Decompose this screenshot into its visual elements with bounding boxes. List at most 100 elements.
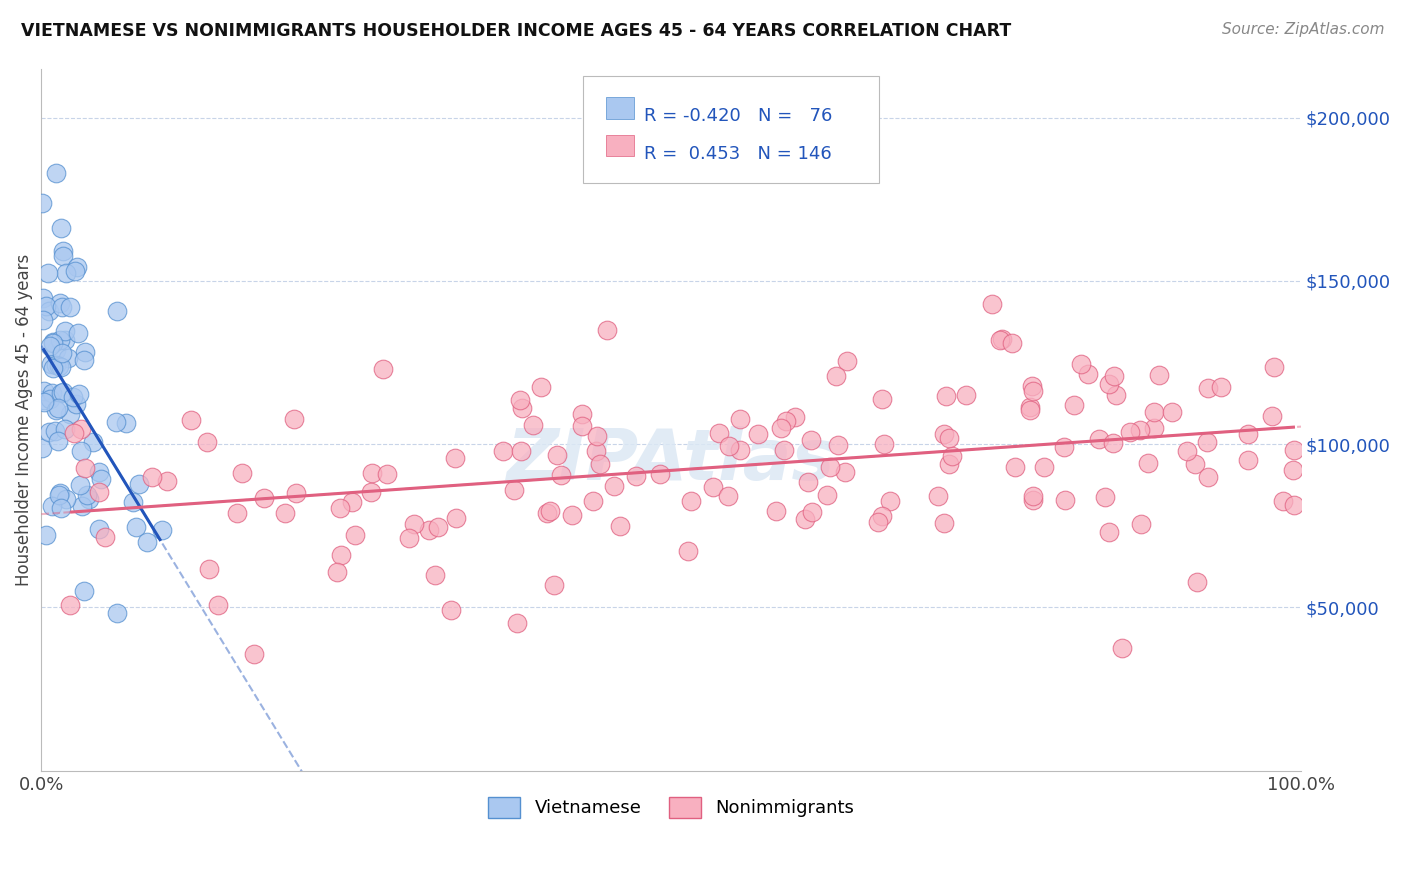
- Point: [866, 515, 889, 529]
- Point: [38, 339, 60, 353]
- Point: [427, 520, 450, 534]
- Point: [41, 385, 63, 400]
- Point: [197, 562, 219, 576]
- Point: [585, 443, 607, 458]
- Point: [815, 488, 838, 502]
- Point: [818, 459, 841, 474]
- Point: [546, 448, 568, 462]
- Point: [35, 300, 58, 314]
- Point: [1211, 380, 1233, 394]
- Point: [326, 565, 349, 579]
- Point: [1019, 403, 1042, 417]
- Point: [1136, 457, 1159, 471]
- Point: [42, 334, 65, 349]
- Point: [31, 196, 53, 211]
- Point: [1237, 453, 1260, 467]
- Point: [70, 499, 93, 513]
- Point: [125, 519, 148, 533]
- Point: [45, 166, 67, 180]
- Point: [1161, 405, 1184, 419]
- Point: [82, 434, 104, 449]
- Point: [793, 511, 815, 525]
- Point: [561, 508, 583, 523]
- Point: [702, 480, 724, 494]
- Point: [1282, 443, 1305, 458]
- Point: [747, 427, 769, 442]
- Point: [935, 389, 957, 403]
- Point: [870, 509, 893, 524]
- Point: [150, 523, 173, 537]
- Point: [105, 303, 128, 318]
- Point: [1271, 494, 1294, 508]
- Point: [543, 578, 565, 592]
- Point: [835, 354, 858, 368]
- Point: [834, 465, 856, 479]
- Point: [800, 434, 823, 448]
- Point: [44, 424, 66, 438]
- Point: [329, 500, 352, 515]
- Point: [1054, 493, 1077, 508]
- Point: [872, 392, 894, 406]
- Point: [934, 426, 956, 441]
- Point: [243, 648, 266, 662]
- Point: [62, 391, 84, 405]
- Point: [444, 510, 467, 524]
- Point: [775, 414, 797, 428]
- Point: [801, 505, 824, 519]
- Point: [49, 295, 72, 310]
- Point: [938, 457, 960, 471]
- Point: [1142, 420, 1164, 434]
- Point: [1197, 470, 1219, 484]
- Point: [73, 583, 96, 598]
- Point: [66, 260, 89, 274]
- Point: [648, 467, 671, 482]
- Point: [373, 362, 395, 376]
- Point: [797, 475, 820, 490]
- Point: [1197, 435, 1219, 450]
- Point: [1105, 388, 1128, 402]
- Point: [55, 491, 77, 506]
- Point: [1129, 516, 1152, 531]
- Point: [114, 416, 136, 430]
- Point: [444, 451, 467, 466]
- Point: [70, 444, 93, 458]
- Point: [602, 479, 624, 493]
- Point: [679, 493, 702, 508]
- Point: [87, 466, 110, 480]
- Point: [73, 344, 96, 359]
- Point: [51, 300, 73, 314]
- Point: [873, 437, 896, 451]
- Point: [827, 437, 849, 451]
- Point: [48, 488, 70, 502]
- Point: [62, 425, 84, 440]
- Point: [404, 516, 426, 531]
- Point: [361, 467, 384, 481]
- Point: [340, 495, 363, 509]
- Point: [38, 425, 60, 440]
- Point: [52, 249, 75, 263]
- Text: Source: ZipAtlas.com: Source: ZipAtlas.com: [1222, 22, 1385, 37]
- Point: [1018, 400, 1040, 414]
- Point: [42, 335, 65, 350]
- Point: [503, 483, 526, 498]
- Point: [586, 428, 609, 442]
- Point: [48, 485, 70, 500]
- Point: [990, 334, 1012, 348]
- Point: [538, 504, 561, 518]
- Point: [283, 411, 305, 425]
- Point: [955, 388, 977, 402]
- Point: [45, 403, 67, 417]
- Point: [824, 369, 846, 384]
- Text: R = -0.420   N =   76: R = -0.420 N = 76: [644, 107, 832, 125]
- Point: [769, 421, 792, 435]
- Point: [34, 394, 56, 409]
- Point: [1282, 498, 1305, 512]
- Point: [1111, 640, 1133, 655]
- Point: [550, 468, 572, 483]
- Point: [32, 312, 55, 326]
- Point: [51, 345, 73, 359]
- Point: [505, 615, 527, 630]
- Point: [53, 422, 76, 436]
- Point: [707, 425, 730, 440]
- Point: [53, 333, 76, 347]
